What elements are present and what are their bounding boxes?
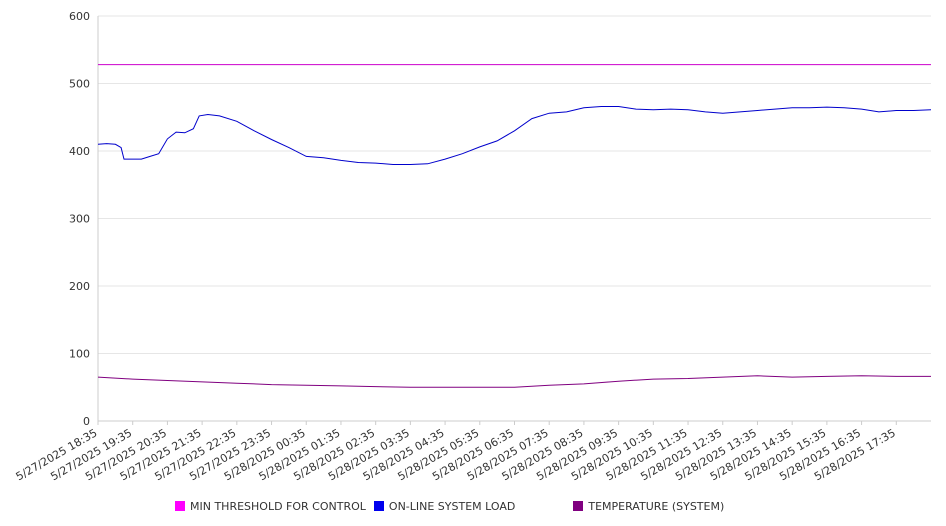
y-tick-label: 600 bbox=[69, 10, 90, 23]
legend-swatch-system-load bbox=[373, 501, 384, 511]
y-tick-label: 300 bbox=[69, 213, 90, 226]
y-tick-label: 0 bbox=[83, 415, 90, 428]
y-tick-label: 200 bbox=[69, 280, 90, 293]
y-tick-label: 400 bbox=[69, 145, 90, 158]
legend-label-system-load: ON-LINE SYSTEM LOAD bbox=[388, 499, 516, 513]
y-tick-label: 500 bbox=[69, 78, 90, 91]
series-line-system-load bbox=[97, 106, 932, 165]
series-line-temperature bbox=[97, 375, 931, 388]
legend-label-min-threshold: MIN THRESHOLD FOR CONTROL bbox=[190, 499, 366, 513]
legend-item-temperature[interactable]: TEMPERATURE (SYSTEM) bbox=[573, 500, 724, 513]
legend-label-temperature: TEMPERATURE (SYSTEM) bbox=[588, 499, 725, 513]
legend-swatch-temperature bbox=[573, 501, 584, 511]
legend-item-min-threshold[interactable]: MIN THRESHOLD FOR CONTROL bbox=[175, 500, 366, 513]
legend-swatch-min-threshold bbox=[175, 501, 185, 511]
legend-item-system-load[interactable]: ON-LINE SYSTEM LOAD bbox=[373, 499, 516, 513]
chart-legend: MIN THRESHOLD FOR CONTROL ON-LINE SYSTEM… bbox=[175, 498, 732, 514]
y-tick-label: 100 bbox=[69, 348, 90, 361]
